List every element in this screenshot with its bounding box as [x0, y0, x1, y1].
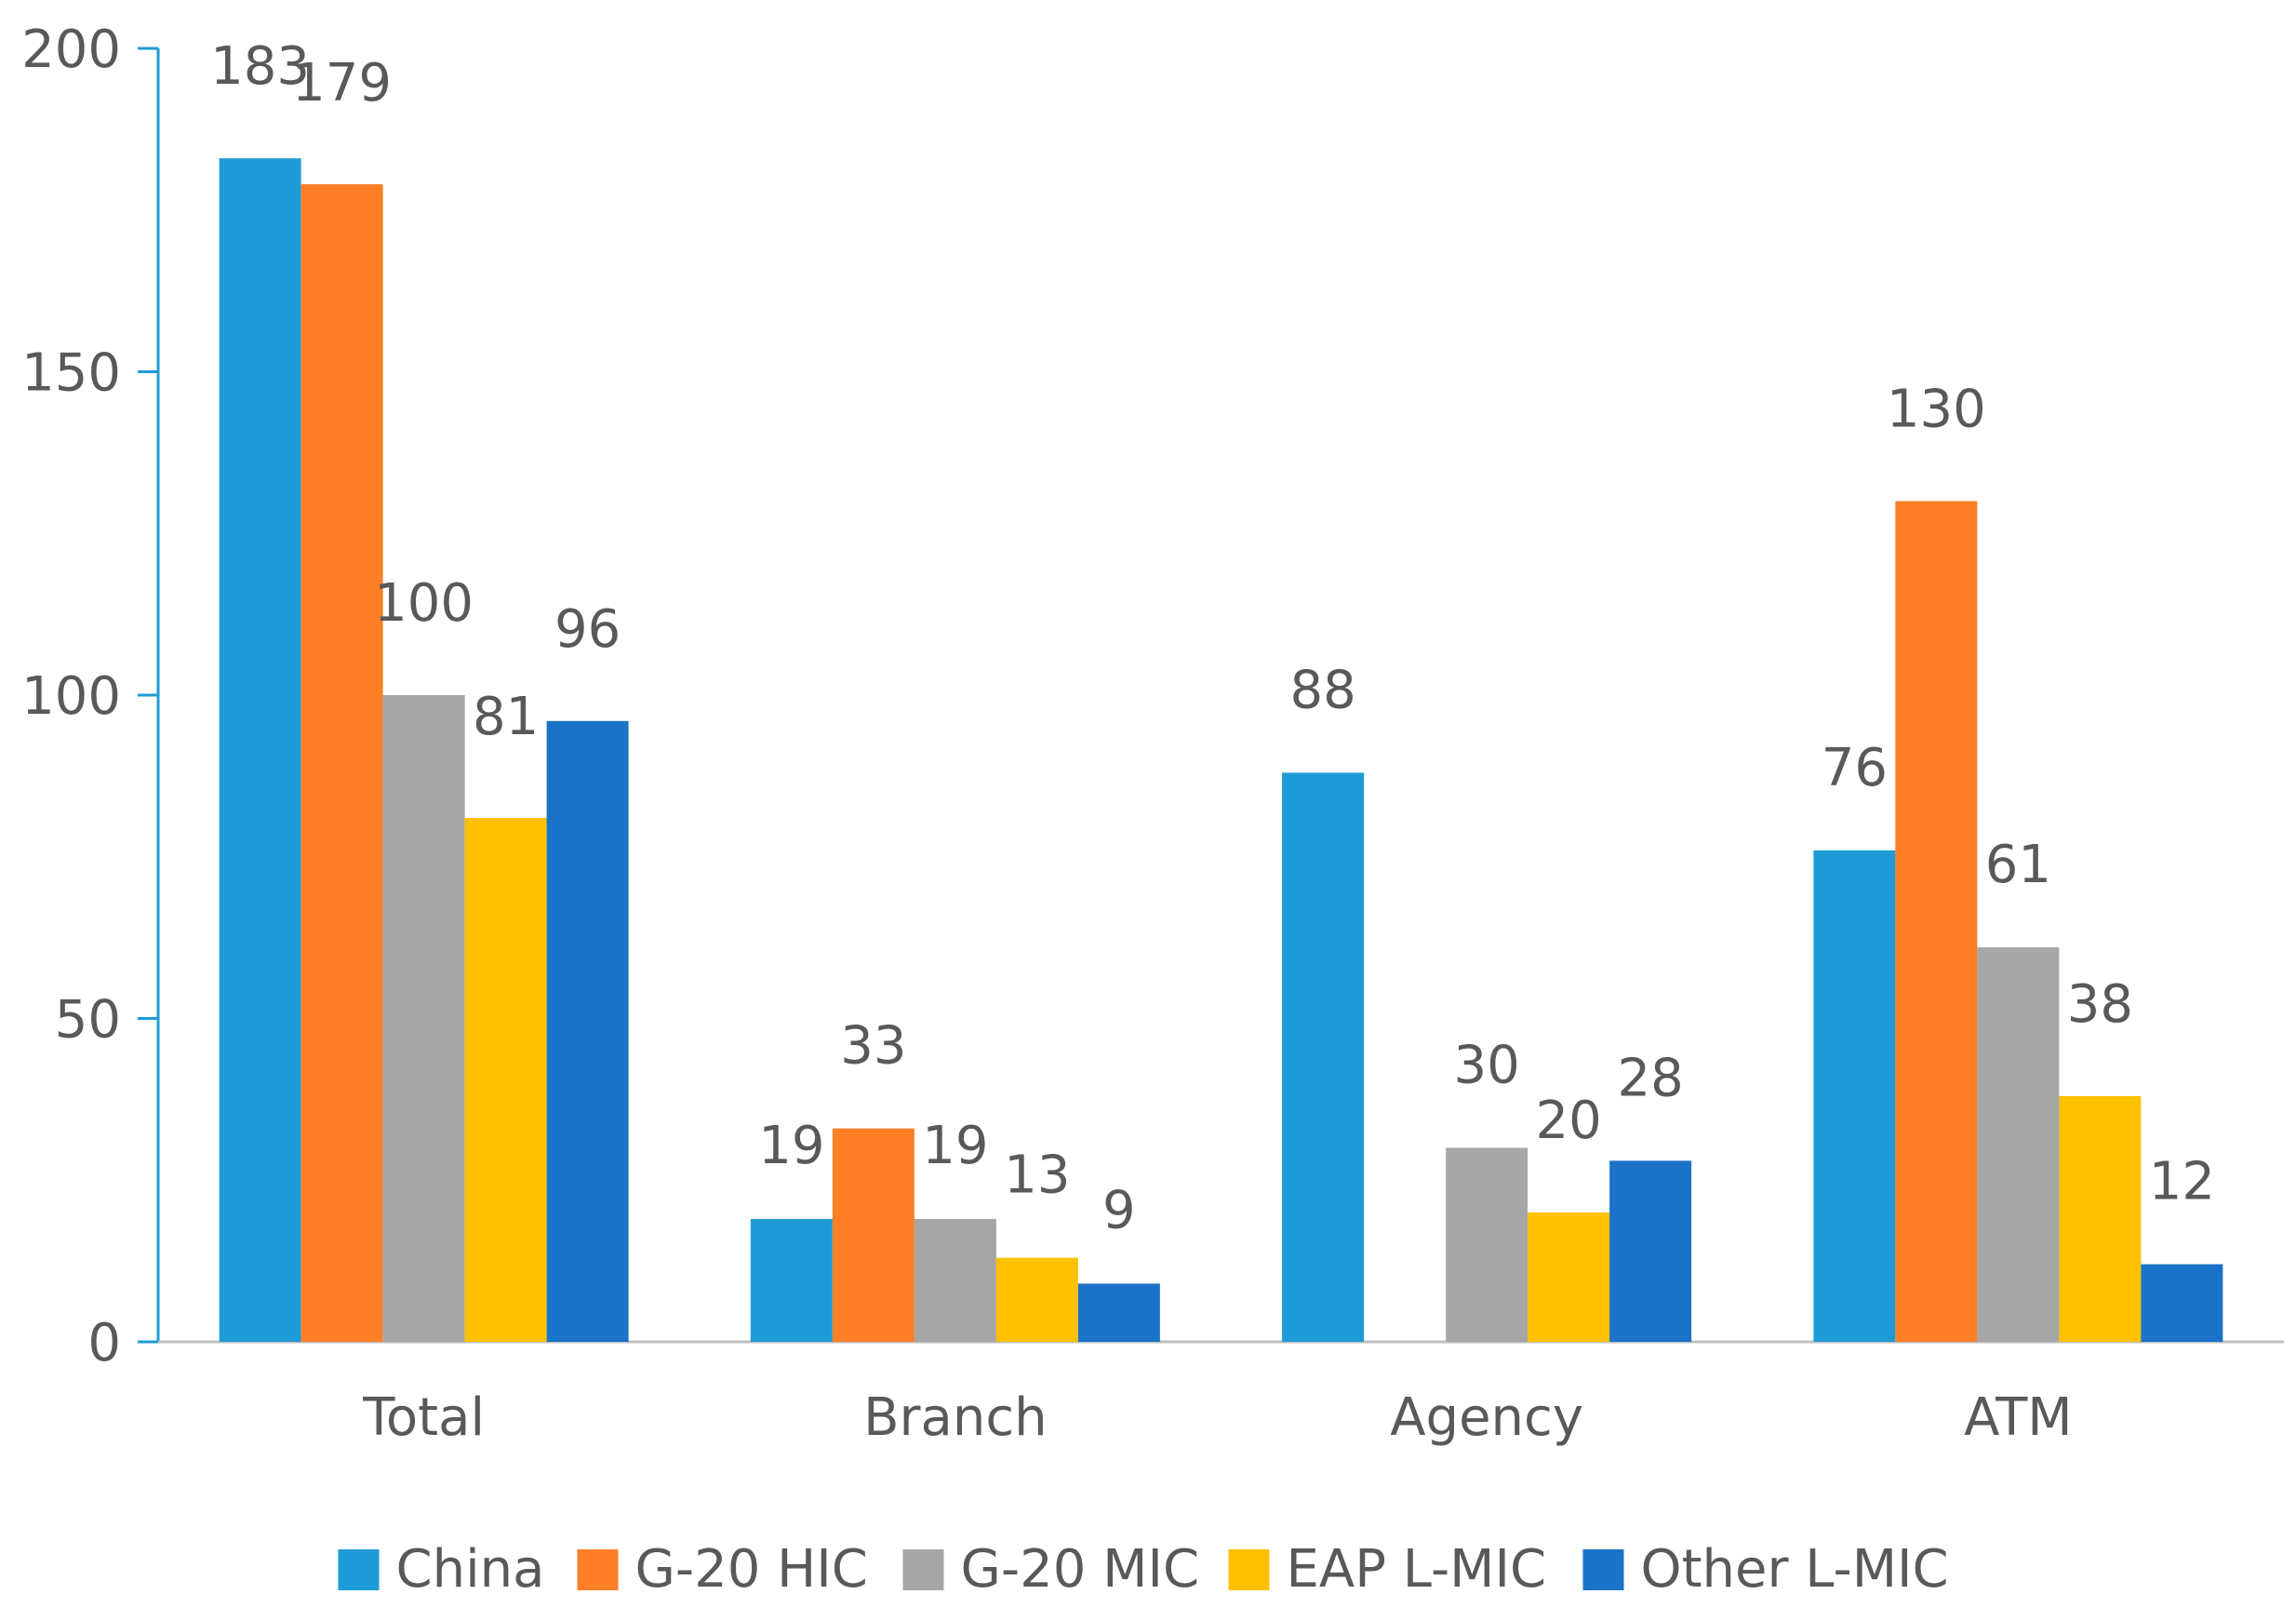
data-label: 130 — [1887, 380, 1986, 440]
legend-label: G-20 HIC — [635, 1539, 868, 1600]
data-label: 13 — [1004, 1145, 1070, 1206]
legend-label: China — [396, 1539, 545, 1600]
legend-swatch — [1582, 1549, 1624, 1590]
legend-swatch — [577, 1549, 619, 1590]
y-tick-label: 50 — [55, 990, 121, 1051]
bar — [1446, 1147, 1528, 1342]
x-tick-label: Total — [362, 1387, 485, 1448]
data-label: 30 — [1453, 1036, 1519, 1096]
bar — [1813, 850, 1896, 1342]
bar — [464, 818, 547, 1342]
legend-label: EAP L-MIC — [1287, 1539, 1547, 1600]
bars — [219, 158, 2223, 1343]
data-label: 88 — [1289, 660, 1355, 720]
y-tick-label: 100 — [21, 666, 121, 727]
data-label: 81 — [473, 687, 539, 747]
bar — [300, 183, 383, 1343]
y-tick-label: 0 — [87, 1313, 121, 1373]
legend-label: G-20 MIC — [961, 1539, 1200, 1600]
legend-label: Other L-MIC — [1641, 1539, 1949, 1600]
x-tick-label: Branch — [863, 1387, 1048, 1448]
bar — [2141, 1264, 2223, 1342]
x-tick-label: ATM — [1964, 1387, 2072, 1448]
legend: China G-20 HIC G-20 MIC EAP L-MIC Other L-MI… — [338, 1539, 1949, 1600]
legend-swatch — [1228, 1549, 1270, 1590]
data-label: 100 — [374, 573, 474, 634]
data-label: 33 — [840, 1016, 906, 1077]
data-label: 12 — [2149, 1152, 2215, 1212]
y-tick-label: 200 — [21, 20, 121, 80]
bar — [914, 1218, 996, 1342]
bar — [1895, 501, 1978, 1342]
data-label: 179 — [292, 53, 392, 114]
bar — [750, 1218, 833, 1342]
legend-swatch — [902, 1549, 944, 1590]
bar — [382, 695, 465, 1342]
data-label: 183 — [210, 36, 310, 97]
data-label: 19 — [758, 1116, 824, 1176]
legend-swatch — [338, 1549, 380, 1590]
x-axis: Total Branch Agency ATM — [158, 1340, 2284, 1448]
bar — [2059, 1095, 2142, 1342]
y-axis: 0 50 100 150 200 — [21, 20, 160, 1373]
data-label: 38 — [2067, 974, 2133, 1035]
data-label: 76 — [1822, 738, 1888, 798]
bar — [1282, 772, 1365, 1342]
bar — [1977, 947, 2060, 1342]
bar — [546, 720, 629, 1342]
bar — [995, 1257, 1078, 1342]
data-label: 61 — [1985, 835, 2051, 895]
x-tick-label: Agency — [1390, 1387, 1583, 1448]
bar — [1528, 1212, 1610, 1342]
bar — [1077, 1283, 1160, 1342]
bar — [219, 158, 301, 1342]
data-label: 20 — [1535, 1091, 1601, 1151]
y-tick-label: 150 — [21, 343, 121, 404]
bar — [832, 1128, 914, 1342]
data-label: 96 — [554, 599, 621, 660]
bar — [1609, 1160, 1692, 1342]
data-label: 19 — [922, 1116, 988, 1176]
data-label: 28 — [1617, 1048, 1683, 1108]
data-label: 9 — [1102, 1180, 1136, 1240]
